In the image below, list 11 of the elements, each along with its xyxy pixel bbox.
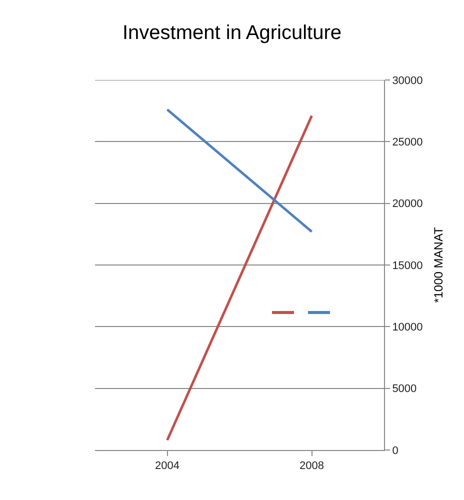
- y-tick-label: 10000: [392, 322, 423, 334]
- y-tick-label: 25000: [392, 136, 423, 149]
- y-tick-label: 30000: [392, 74, 423, 87]
- y-tick-label: 15000: [392, 260, 423, 272]
- chart-title: Investment in Agriculture: [122, 22, 342, 44]
- y-tick-label: 5000: [392, 383, 417, 396]
- x-tick-label: 2008: [300, 460, 324, 472]
- y-axis-title: *1000 MANAT: [432, 226, 446, 303]
- y-tick-label: 0: [392, 444, 398, 457]
- y-tick-label: 20000: [392, 198, 423, 210]
- x-tick-label: 2004: [155, 460, 180, 472]
